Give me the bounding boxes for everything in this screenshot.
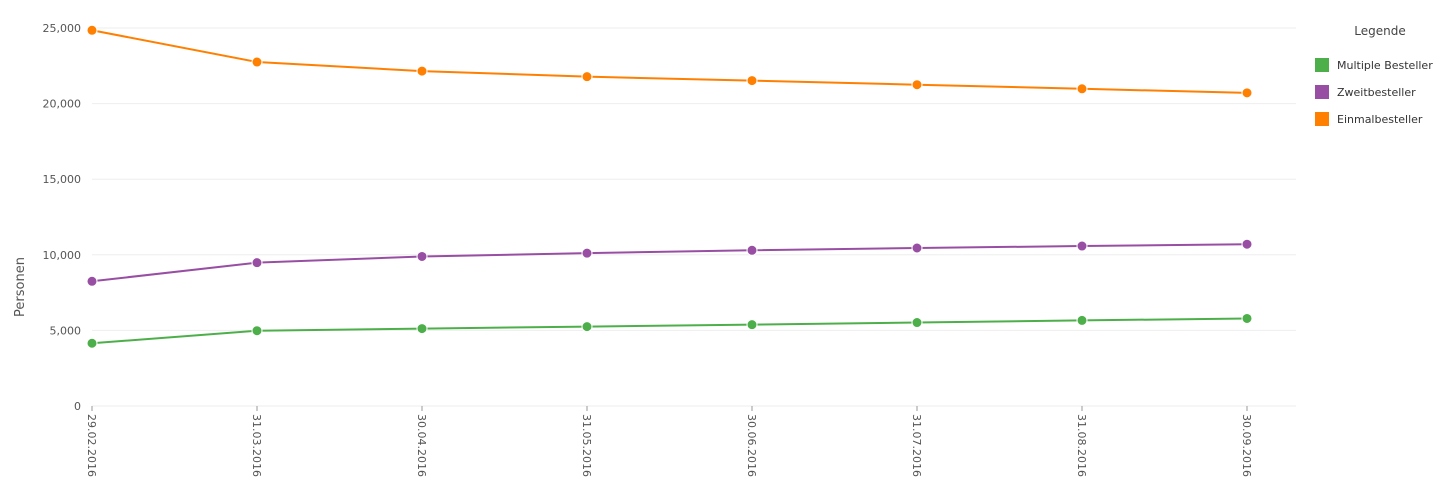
legend-title: Legende (1354, 24, 1405, 38)
data-point[interactable] (746, 75, 758, 87)
data-point[interactable] (911, 317, 923, 329)
data-point[interactable] (86, 275, 98, 287)
data-point[interactable] (416, 250, 428, 262)
y-tick-label: 10,000 (43, 249, 82, 262)
data-point[interactable] (1241, 238, 1253, 250)
data-point[interactable] (86, 24, 98, 36)
x-tick-label: 29.02.2016 (85, 414, 98, 477)
x-tick-label: 31.05.2016 (580, 414, 593, 477)
legend-swatch (1315, 58, 1329, 72)
grid (92, 27, 1296, 407)
data-point[interactable] (581, 247, 593, 259)
data-point[interactable] (251, 257, 263, 269)
x-tick-label: 30.06.2016 (745, 414, 758, 477)
y-tick-label: 15,000 (43, 173, 82, 186)
data-point[interactable] (581, 321, 593, 333)
data-point[interactable] (746, 319, 758, 331)
y-tick-label: 0 (74, 400, 81, 413)
data-point[interactable] (581, 71, 593, 83)
data-point[interactable] (1076, 83, 1088, 95)
x-axis: 29.02.2016 31.03.2016 30.04.2016 31.05.2016… (85, 406, 1253, 477)
data-point[interactable] (911, 242, 923, 254)
legend-item[interactable]: Multiple Besteller (1315, 58, 1433, 72)
series-line (91, 29, 1248, 94)
series-line (91, 317, 1248, 345)
series-multiple-besteller (86, 312, 1253, 349)
data-point[interactable] (746, 244, 758, 256)
legend-swatch (1315, 112, 1329, 126)
data-point[interactable] (1241, 87, 1253, 99)
series-line (91, 243, 1248, 283)
legend-label: Zweitbesteller (1337, 86, 1416, 99)
data-point[interactable] (1076, 314, 1088, 326)
y-axis: 0 5,000 10,000 15,000 20,000 25,000 (43, 22, 82, 413)
data-point[interactable] (251, 56, 263, 68)
legend-item[interactable]: Zweitbesteller (1315, 85, 1416, 99)
data-point[interactable] (251, 325, 263, 337)
data-point[interactable] (86, 337, 98, 349)
data-point[interactable] (416, 323, 428, 335)
series-einmalbesteller (86, 24, 1253, 99)
data-point[interactable] (1241, 312, 1253, 324)
legend-item[interactable]: Einmalbesteller (1315, 112, 1423, 126)
x-tick-label: 31.03.2016 (250, 414, 263, 477)
x-tick-label: 31.07.2016 (910, 414, 923, 477)
y-tick-label: 25,000 (43, 22, 82, 35)
y-axis-title: Personen (13, 257, 28, 317)
data-point[interactable] (1076, 240, 1088, 252)
data-point[interactable] (416, 65, 428, 77)
data-point[interactable] (911, 79, 923, 91)
x-tick-label: 30.09.2016 (1240, 414, 1253, 477)
series-layer (86, 24, 1253, 349)
x-tick-label: 30.04.2016 (415, 414, 428, 477)
series-zweitbesteller (86, 238, 1253, 287)
legend-label: Einmalbesteller (1337, 113, 1423, 126)
legend-swatch (1315, 85, 1329, 99)
legend-label: Multiple Besteller (1337, 59, 1433, 72)
x-tick-label: 31.08.2016 (1075, 414, 1088, 477)
y-tick-label: 5,000 (50, 324, 82, 337)
legend: Legende Multiple Besteller Zweitbesteller… (1315, 24, 1433, 126)
y-tick-label: 20,000 (43, 98, 82, 111)
